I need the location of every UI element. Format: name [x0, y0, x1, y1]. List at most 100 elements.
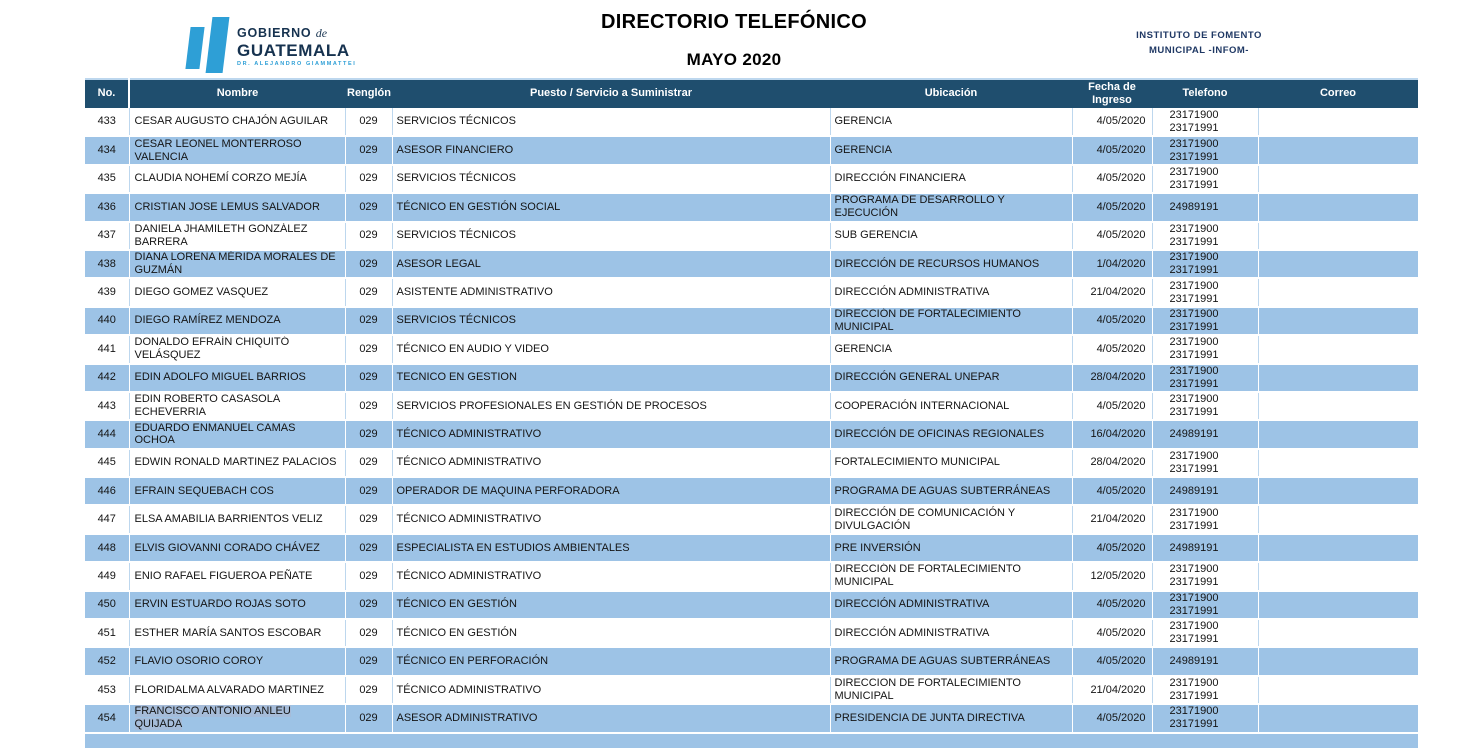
page-subtitle: MAYO 2020	[686, 50, 782, 69]
cell-ubicacion: DIRECCIÓN GENERAL UNEPAR	[830, 363, 1073, 393]
cell-ubicacion: PROGRAMA DE DESARROLLO Y EJECUCIÓN	[830, 193, 1073, 223]
table-row: 434 CESAR LEONEL MONTERROSO VALENCIA 029 AS…	[85, 136, 1418, 166]
column-header: No.	[85, 79, 130, 108]
cell-ubicacion: DIRECCIÓN ADMINISTRATIVA	[830, 278, 1073, 308]
telefono-line: 23171900	[1169, 166, 1219, 178]
table-row: 454 FRANCISCO ANTONIO ANLEU QUIJADA 029 ASE…	[85, 704, 1418, 734]
telefono-line: 23171900	[1169, 563, 1219, 576]
telefono-line: 23171991	[1169, 576, 1219, 589]
page-title: DIRECTORIO TELEFÓNICO	[601, 11, 867, 33]
cell-no: 445	[85, 448, 130, 479]
cell-nombre: EFRAIN SEQUEBACH COS	[129, 477, 346, 507]
cell-telefono: 23171900 23171991	[1152, 136, 1259, 166]
cell-correo	[1258, 505, 1418, 535]
telefono-line: 23171900	[1169, 222, 1219, 235]
cell-no: 438	[85, 249, 130, 280]
table-row: 447 ELSA AMABILIA BARRIENTOS VELIZ 029 TÉCN…	[85, 505, 1418, 535]
cell-puesto: SERVICIOS PROFESIONALES EN GESTIÓN DE PR…	[392, 391, 831, 422]
cell-fecha: 28/04/2020	[1072, 363, 1153, 393]
cell-telefono: 23171900 23171991	[1152, 221, 1259, 251]
cell-correo	[1258, 619, 1418, 649]
cell-puesto: TÉCNICO ADMINISTRATIVO	[392, 675, 831, 706]
telefono-line: 23171991	[1169, 718, 1219, 731]
cell-puesto: SERVICIOS TÉCNICOS	[392, 108, 831, 138]
cell-no: 454	[85, 704, 130, 734]
logo-de-label: de	[315, 26, 328, 40]
cell-renglon: 029	[345, 619, 393, 649]
cell-puesto: TÉCNICO EN PERFORACIÓN	[392, 647, 831, 677]
telefono-line: 23171991	[1169, 633, 1219, 646]
cell-ubicacion: PRESIDENCIA DE JUNTA DIRECTIVA	[830, 704, 1073, 734]
table-row: 453 FLORIDALMA ALVARADO MARTINEZ 029 TÉCNIC…	[85, 675, 1418, 706]
cell-correo	[1258, 477, 1418, 507]
cell-renglon: 029	[345, 704, 393, 734]
cell-correo	[1258, 278, 1418, 308]
cell-renglon: 029	[345, 306, 393, 337]
logo-guatemala-label: GUATEMALA	[237, 40, 350, 60]
cell-ubicacion: GERENCIA	[830, 335, 1073, 365]
cell-puesto: TÉCNICO ADMINISTRATIVO	[392, 420, 831, 450]
cell-no: 446	[85, 477, 130, 507]
cell-telefono: 23171900 23171991	[1152, 363, 1259, 393]
cell-correo	[1258, 108, 1418, 138]
cell-correo	[1258, 363, 1418, 393]
cell-renglon: 029	[345, 108, 393, 138]
cell-renglon: 029	[345, 391, 393, 422]
cell-telefono: 23171900 23171991	[1152, 108, 1259, 138]
cell-puesto: TECNICO EN GESTION	[392, 363, 831, 393]
table-row: 452 FLAVIO OSORIO COROY 029 TÉCNICO EN PERF…	[85, 647, 1418, 677]
column-header: Nombre	[129, 79, 345, 108]
column-header: Ubicación	[830, 79, 1072, 108]
cell-telefono: 23171900 23171991	[1152, 675, 1259, 706]
column-header: Correo	[1258, 79, 1418, 108]
table-row: 437 DANIELA JHAMILETH GONZÁLEZ BARRERA 029…	[85, 221, 1418, 251]
cell-fecha: 28/04/2020	[1072, 448, 1153, 479]
cell-fecha: 4/05/2020	[1072, 136, 1153, 166]
table-row: 448 ELVIS GIOVANNI CORADO CHÁVEZ 029 ESPECI…	[85, 533, 1418, 564]
cell-renglon: 029	[345, 505, 393, 535]
cell-puesto: ASESOR LEGAL	[392, 249, 831, 280]
cell-fecha: 16/04/2020	[1072, 420, 1153, 450]
cell-renglon: 029	[345, 363, 393, 393]
cell-telefono: 23171900 23171991	[1152, 619, 1259, 649]
cell-renglon: 029	[345, 335, 393, 365]
cell-nombre: DIEGO RAMÍREZ MENDOZA	[129, 306, 346, 337]
table-row: 440 DIEGO RAMÍREZ MENDOZA 029 SERVICIOS TÉC…	[85, 306, 1418, 337]
cell-puesto: TÉCNICO ADMINISTRATIVO	[392, 448, 831, 479]
cell-renglon: 029	[345, 136, 393, 166]
cell-nombre: ESTHER MARÍA SANTOS ESCOBAR	[129, 619, 346, 649]
cell-telefono: 23171900 23171991	[1152, 562, 1259, 592]
telefono-line: 23171991	[1169, 264, 1219, 277]
cell-fecha: 4/05/2020	[1072, 108, 1153, 138]
cell-no: 449	[85, 562, 130, 592]
cell-puesto: SERVICIOS TÉCNICOS	[392, 164, 831, 195]
telefono-line: 23171991	[1169, 377, 1219, 390]
cell-telefono: 23171900 23171991	[1152, 590, 1259, 621]
cell-ubicacion: DIRECCIÓN DE RECURSOS HUMANOS	[830, 249, 1073, 280]
cell-renglon: 029	[345, 675, 393, 706]
cell-fecha: 4/05/2020	[1072, 306, 1153, 337]
cell-no: 444	[85, 420, 130, 450]
cell-fecha: 21/04/2020	[1072, 505, 1153, 535]
cell-ubicacion: PROGRAMA DE AGUAS SUBTERRÁNEAS	[830, 647, 1073, 677]
cell-ubicacion: GERENCIA	[830, 136, 1073, 166]
cell-fecha: 1/04/2020	[1072, 249, 1153, 280]
cell-puesto: OPERADOR DE MAQUINA PERFORADORA	[392, 477, 831, 507]
table-row: 443 EDIN ROBERTO CASASOLA ECHEVERRIA 029 SE…	[85, 391, 1418, 422]
cell-nombre: DIEGO GOMEZ VASQUEZ	[129, 278, 346, 308]
institution-line2: MUNICIPAL -INFOM-	[1149, 44, 1249, 56]
cell-nombre: CESAR LEONEL MONTERROSO VALENCIA	[129, 136, 346, 166]
table-row: 433 CESAR AUGUSTO CHAJÓN AGUILAR 029 SERVIC…	[85, 108, 1418, 138]
cell-correo	[1258, 704, 1418, 734]
telefono-line: 23171900	[1169, 705, 1219, 718]
cell-correo	[1258, 391, 1418, 422]
cell-no: 441	[85, 335, 130, 365]
cell-renglon: 029	[345, 278, 393, 308]
cell-fecha: 21/04/2020	[1072, 675, 1153, 706]
table-row: 435 CLAUDIA NOHEMÍ CORZO MEJÍA 029 SERVICIO…	[85, 164, 1418, 195]
cell-fecha: 4/05/2020	[1072, 533, 1153, 564]
cell-correo	[1258, 590, 1418, 621]
table-row: 439 DIEGO GOMEZ VASQUEZ 029 ASISTENTE ADMIN…	[85, 278, 1418, 308]
table-header-row: No. Nombre Renglón Puesto / Servicio a Sumi…	[85, 79, 1418, 108]
cell-no: 436	[85, 193, 130, 223]
